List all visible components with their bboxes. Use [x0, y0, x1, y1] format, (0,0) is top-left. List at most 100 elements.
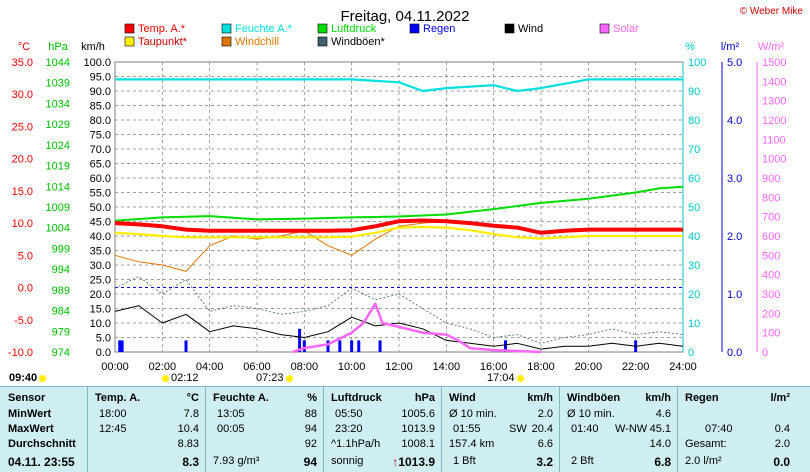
sunrise-icon	[162, 374, 169, 382]
y-tick-label: 90	[688, 86, 700, 98]
windboeen-column: Windböen km/h Ø 10 min. 4.6 01:40 W-NW 45.1 …	[559, 387, 677, 472]
feuchte-min-time: 13:05	[217, 408, 245, 420]
y-tick-label: 90.0	[90, 86, 111, 98]
regen-current: 0.0	[773, 455, 790, 469]
y-tick-label: 400	[762, 270, 780, 282]
y-tick-label: 80	[688, 115, 700, 127]
rain-bar	[120, 340, 124, 352]
y-tick-label: 1014	[46, 181, 70, 193]
wind-current: 3.2	[536, 455, 553, 469]
sensor-header: Sensor	[8, 392, 46, 404]
y-tick-label: 0.0	[18, 283, 33, 295]
windboeen-avg: 14.0	[649, 438, 671, 450]
y-tick-label: 1029	[46, 119, 70, 131]
y-tick-label: 600	[762, 231, 780, 243]
wind-bft: 1 Bft	[453, 455, 476, 467]
moon-icon	[285, 374, 293, 382]
current-date: 04.11. 23:55	[8, 455, 75, 469]
y-tick-label: 1034	[46, 98, 70, 110]
feuchte-absolute: 7.93 g/m³	[213, 455, 260, 467]
y-tick-label: 60.0	[90, 173, 111, 185]
legend-label: Windböen*	[331, 36, 386, 48]
y-tick-label: 55.0	[90, 188, 111, 200]
x-axis-ticks: 00:00 02:00 04:00 06:00 08:00 10:00 12:00 14:00…	[101, 361, 697, 373]
feuchte-header: Feuchte A.	[213, 392, 269, 404]
luftdruck-trend: ^1.1hPa/h	[331, 438, 381, 450]
luftdruck-current: 1013.9	[398, 455, 435, 469]
luftdruck-column: Luftdruck hPa 05:50 1005.6 23:20 1013.9 ^1.…	[323, 387, 441, 472]
separator	[441, 387, 442, 472]
y-tick-label: 500	[762, 250, 780, 262]
temp-column: Temp. A. °C 18:00 7.8 12:45 10.4 8.83 8.3	[87, 387, 205, 472]
y-tick-label: 50.0	[90, 202, 111, 214]
sun-icon	[39, 374, 47, 382]
y-tick-label: 700	[762, 212, 780, 224]
sunrise-time: 02:12	[162, 372, 199, 384]
sunset-time: 17:04	[487, 372, 524, 384]
y-tick-label: 45.0	[90, 217, 111, 229]
y-tick-label: -10.0	[8, 347, 33, 359]
sunrise-value: 02:12	[171, 372, 199, 384]
y-tick-label: 80.0	[90, 115, 111, 127]
y-tick-label: 0	[688, 347, 694, 359]
y-tick-label: 1100	[762, 134, 786, 146]
temp-unit: °C	[186, 392, 199, 404]
regen-header: Regen	[685, 392, 719, 404]
windboeen-max-time: 01:40	[571, 423, 599, 435]
windboeen-avg10-label: Ø 10 min.	[567, 408, 615, 420]
separator	[323, 387, 324, 472]
rain-bar	[298, 328, 302, 352]
y-tick-label: 3.0	[727, 173, 742, 185]
series-line	[114, 305, 684, 350]
legend-label: Regen	[423, 23, 455, 35]
y-tick-label: 2.0	[727, 231, 742, 243]
y-tick-label: 1300	[762, 96, 786, 108]
wind-max-dir: SW	[509, 423, 527, 435]
y-tick-label: 70	[688, 144, 700, 156]
chart-title: Freitag, 04.11.2022	[341, 8, 470, 25]
luftdruck-min-time: 05:50	[335, 408, 363, 420]
y-tick-label: 1024	[46, 140, 70, 152]
y-tick-label: 15.0	[90, 304, 111, 316]
x-tick-label: 06:00	[243, 361, 271, 373]
temp-min: 7.8	[183, 408, 199, 420]
series-line	[292, 302, 542, 354]
copyright: © Weber Mike	[740, 6, 804, 17]
legend-swatch	[409, 23, 420, 34]
y-tick-label: 979	[52, 326, 70, 338]
y-tick-label: 20	[688, 289, 700, 301]
y-tick-label: 0.0	[96, 347, 111, 359]
y-tick-label: 85.0	[90, 101, 111, 113]
y-axis-unit: l/m²	[721, 41, 740, 53]
legend-label: Wind	[518, 23, 543, 35]
y-tick-label: 10.0	[90, 318, 111, 330]
wind-avg10-label: Ø 10 min.	[449, 408, 497, 420]
wind-max-time: 01:55	[453, 423, 481, 435]
x-tick-label: 24:00	[669, 361, 697, 373]
rain-bar	[338, 340, 342, 352]
regen-gesamt-label: Gesamt:	[685, 438, 727, 450]
y-tick-label: 974	[52, 347, 70, 359]
trend-arrow-icon: ↑	[392, 455, 399, 469]
y-axis-unit: hPa	[48, 41, 68, 53]
luftdruck-header: Luftdruck	[331, 392, 382, 404]
y-tick-label: 1039	[46, 78, 70, 90]
y-tick-label: 5.0	[96, 333, 111, 345]
series-line	[114, 218, 683, 235]
y-tick-label: 0	[762, 347, 768, 359]
wind-distance: 157.4 km	[449, 438, 495, 450]
x-tick-label: 10:00	[338, 361, 366, 373]
wind-column: Wind km/h Ø 10 min. 2.0 01:55 SW 20.4 157.4 …	[441, 387, 559, 472]
y-tick-label: 900	[762, 173, 780, 185]
temp-max: 10.4	[177, 423, 199, 435]
feuchte-max-time: 00:05	[217, 423, 245, 435]
series-line	[114, 225, 683, 240]
y-tick-label: 35.0	[12, 57, 33, 69]
wind-max: 20.4	[531, 423, 553, 435]
x-tick-label: 16:00	[480, 361, 508, 373]
legend-label: Solar	[613, 23, 639, 35]
legend-swatch	[317, 23, 328, 34]
minwert-label: MinWert	[8, 408, 52, 420]
windboeen-unit: km/h	[645, 392, 671, 404]
y-tick-label: 1019	[46, 161, 70, 173]
